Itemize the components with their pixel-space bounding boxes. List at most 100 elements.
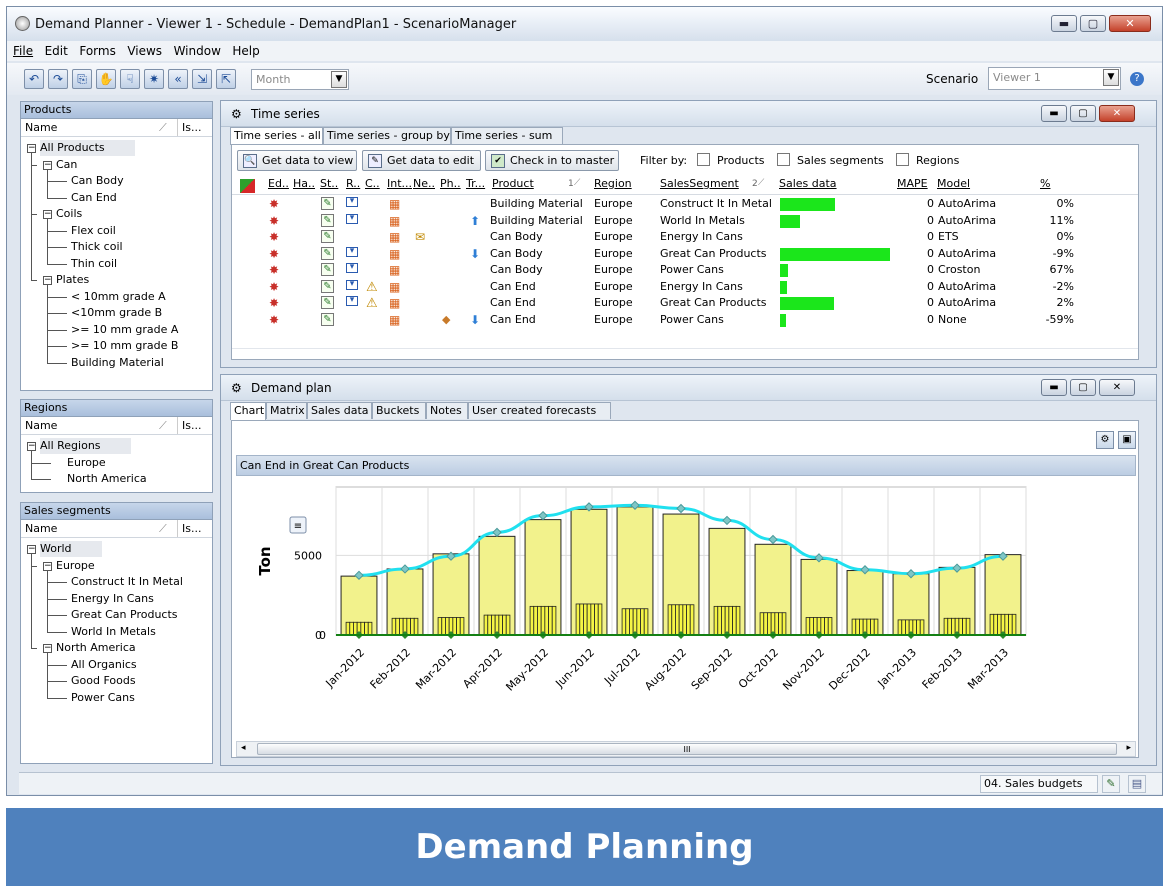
column-name[interactable]: Name [25, 419, 58, 432]
close-button[interactable]: ✕ [1099, 105, 1135, 122]
star-icon[interactable]: ✷ [144, 69, 164, 89]
col-ed[interactable]: Ed.. [268, 177, 289, 190]
tree-item[interactable]: Flex coil [71, 223, 116, 237]
col-mape[interactable]: MAPE [897, 177, 928, 190]
menu-views[interactable]: Views [127, 44, 163, 58]
scroll-right-icon[interactable]: ▸ [1126, 743, 1131, 753]
col-region[interactable]: Region [594, 177, 632, 190]
minimize-button[interactable]: ▬ [1051, 15, 1077, 32]
copy-icon[interactable]: ⎘ [72, 69, 92, 89]
tab-chart[interactable]: Chart [230, 402, 266, 420]
export-icon[interactable]: ⇱ [216, 69, 236, 89]
tab-user-forecasts[interactable]: User created forecasts [468, 402, 611, 419]
hand-down-icon[interactable]: ☟ [120, 69, 140, 89]
get-data-edit-button[interactable]: ✎ Get data to edit [362, 150, 481, 171]
column-is[interactable]: Is... [177, 417, 201, 434]
column-name[interactable]: Name [25, 522, 58, 535]
get-data-view-button[interactable]: 🔍 Get data to view [237, 150, 357, 171]
menu-window[interactable]: Window [173, 44, 221, 58]
col-model[interactable]: Model [937, 177, 971, 190]
menu-edit[interactable]: Edit [44, 44, 68, 58]
tree-item[interactable]: >= 10 mm grade A [71, 322, 179, 336]
chevron-down-icon[interactable]: ▼ [1103, 69, 1119, 86]
tab-matrix[interactable]: Matrix [266, 402, 307, 419]
col-r[interactable]: R.. [346, 177, 361, 190]
tree-item[interactable]: World In Metals [71, 624, 156, 638]
chart-settings-icon[interactable]: ⚙ [1096, 431, 1114, 449]
chevron-down-icon[interactable]: ▼ [331, 71, 347, 88]
maximize-button[interactable]: ▢ [1070, 105, 1096, 122]
tree-item[interactable]: Power Cans [71, 690, 135, 704]
col-st[interactable]: St.. [320, 177, 339, 190]
edit-mode-icon[interactable]: ✎ [1102, 775, 1120, 793]
tab-timeseries-sum[interactable]: Time series - sum [451, 127, 563, 144]
tree-item[interactable]: Construct It In Metal [71, 575, 183, 588]
col-c[interactable]: C.. [365, 177, 380, 190]
filter-regions-checkbox[interactable] [896, 153, 909, 166]
col-sales[interactable]: Sales data [779, 177, 837, 190]
col-ne[interactable]: Ne.. [413, 177, 435, 190]
tree-item[interactable]: Great Can Products [71, 608, 178, 621]
tree-item[interactable]: All Regions [40, 438, 131, 454]
tree-item[interactable]: Plates [56, 273, 90, 286]
tree-item[interactable]: >= 10 mm grade B [71, 339, 179, 352]
scroll-left-icon[interactable]: ◂ [241, 743, 246, 753]
tree-item[interactable]: Can Body [71, 174, 124, 187]
col-pct[interactable]: % [1040, 177, 1051, 190]
close-button[interactable]: ✕ [1099, 379, 1135, 396]
tree-item[interactable]: North America [56, 641, 136, 654]
tree-item[interactable]: < 10mm grade A [71, 289, 166, 303]
undo-icon[interactable]: ↶ [24, 69, 44, 89]
tab-timeseries-groupby[interactable]: Time series - group by [323, 127, 451, 144]
tree-item[interactable]: Europe [67, 455, 106, 469]
check-in-button[interactable]: ✔ Check in to master [485, 150, 619, 171]
col-tr[interactable]: Tr... [466, 177, 486, 190]
tree-item[interactable]: <10mm grade B [71, 306, 163, 319]
tree-item[interactable]: Coils [56, 207, 83, 220]
help-icon[interactable]: ? [1130, 72, 1144, 86]
tree-item[interactable]: Energy In Cans [71, 591, 154, 605]
column-name[interactable]: Name [25, 121, 58, 134]
tree-item[interactable]: All Products [40, 140, 135, 156]
col-segment[interactable]: SalesSegment [660, 177, 739, 190]
minimize-button[interactable]: ▬ [1041, 379, 1067, 396]
tree-item[interactable]: North America [67, 472, 147, 485]
tree-item[interactable]: Good Foods [71, 674, 136, 687]
period-select[interactable]: Month ▼ [251, 69, 349, 90]
tree-item[interactable]: Can [56, 157, 78, 171]
scenario-select[interactable]: Viewer 1 ▼ [988, 67, 1121, 90]
tree-item[interactable]: All Organics [71, 657, 137, 671]
col-int[interactable]: Int... [387, 177, 413, 190]
tree-item[interactable]: Building Material [71, 355, 164, 369]
col-ha[interactable]: Ha.. [293, 177, 316, 190]
maximize-button[interactable]: ▢ [1080, 15, 1106, 32]
tree-item[interactable]: Thin coil [71, 256, 118, 270]
col-product[interactable]: Product [492, 177, 534, 190]
redo-icon[interactable]: ↷ [48, 69, 68, 89]
menu-help[interactable]: Help [232, 44, 260, 58]
column-is[interactable]: Is... [177, 119, 201, 136]
tree-item[interactable]: Europe [56, 558, 95, 572]
scroll-thumb[interactable]: III [257, 743, 1117, 755]
menu-forms[interactable]: Forms [79, 44, 116, 58]
menu-file[interactable]: File [13, 44, 34, 58]
tab-buckets[interactable]: Buckets [372, 402, 426, 419]
close-button[interactable]: ✕ [1109, 15, 1151, 32]
tree-item[interactable]: Thick coil [71, 240, 123, 253]
col-ph[interactable]: Ph.. [440, 177, 461, 190]
import-icon[interactable]: ⇲ [192, 69, 212, 89]
filter-products-checkbox[interactable] [697, 153, 710, 166]
chart-fullscreen-icon[interactable]: ▣ [1118, 431, 1136, 449]
maximize-button[interactable]: ▢ [1070, 379, 1096, 396]
rewind-icon[interactable]: « [168, 69, 188, 89]
filter-segments-checkbox[interactable] [777, 153, 790, 166]
column-is[interactable]: Is... [177, 520, 201, 537]
database-icon[interactable]: ▤ [1128, 775, 1146, 793]
tree-item[interactable]: Can End [71, 190, 117, 204]
minimize-button[interactable]: ▬ [1041, 105, 1067, 122]
tab-timeseries-all[interactable]: Time series - all [230, 127, 323, 145]
hand-icon[interactable]: ✋ [96, 69, 116, 89]
tree-item[interactable]: World [40, 541, 102, 557]
tab-notes[interactable]: Notes [426, 402, 468, 419]
horizontal-scrollbar[interactable]: ◂ III ▸ [236, 741, 1136, 757]
